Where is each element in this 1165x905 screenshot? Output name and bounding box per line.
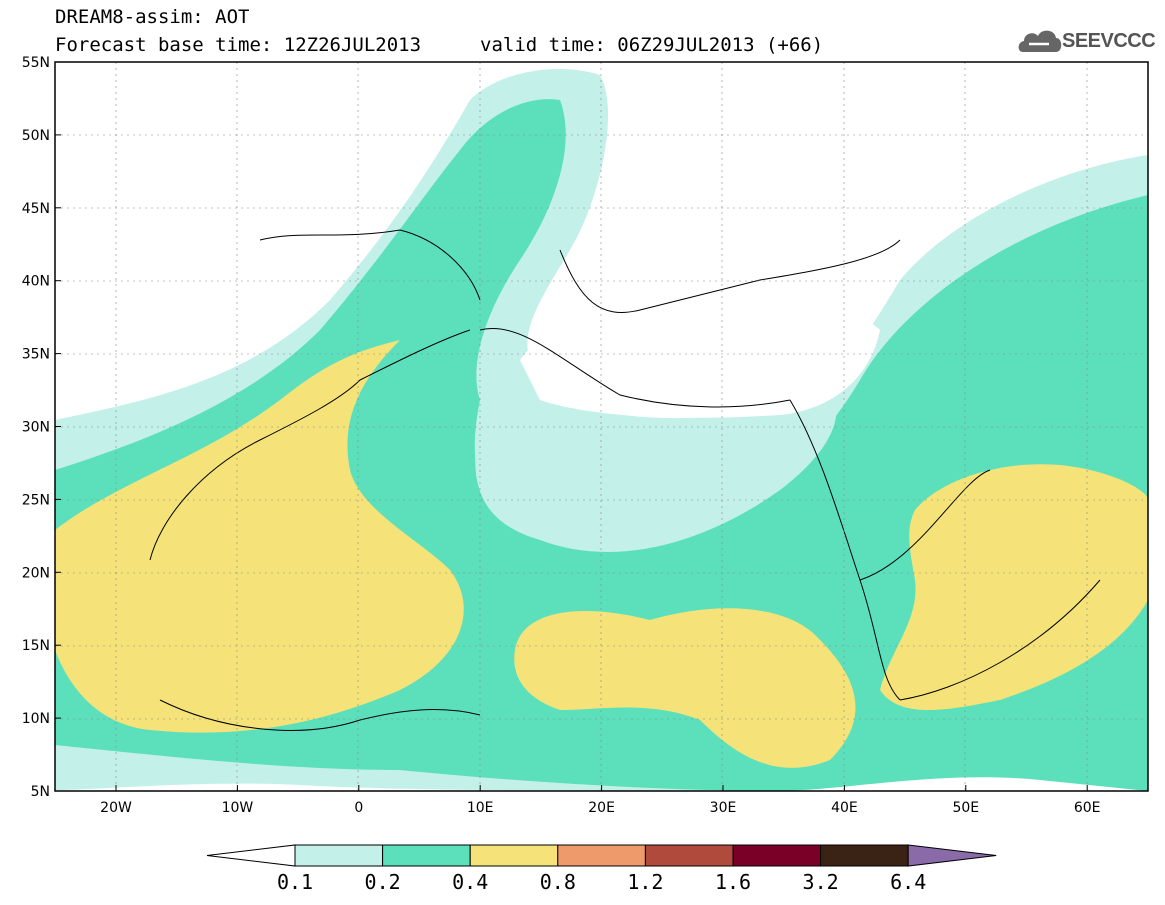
lat-axis: 55N 50N 45N 40N 35N 30N 25N 20N 15N 10N 5N	[22, 55, 61, 800]
aot-low-mediterranean	[520, 300, 880, 418]
colorbar-swatch	[469, 844, 559, 867]
colorbar-swatch	[644, 844, 734, 867]
cloud-icon	[1018, 30, 1062, 52]
colorbar-swatch	[557, 844, 646, 867]
lat-tick-label: 5N	[31, 784, 50, 800]
lat-tick-label: 40N	[22, 274, 50, 290]
colorbar-low-arrow	[206, 844, 296, 867]
colorbar-label: 0.2	[364, 870, 401, 894]
lon-tick-label: 60E	[1074, 800, 1101, 816]
lat-tick-label: 20N	[22, 565, 50, 581]
lon-axis: 20W 10W 0 10E 20E 30E 40E 50E 60E	[100, 785, 1101, 816]
forecast-base-time: Forecast base time: 12Z26JUL2013	[55, 34, 422, 56]
coastlines	[149, 229, 1101, 731]
colorbar-label: 0.4	[452, 870, 489, 894]
grid-lines	[55, 62, 1148, 791]
lat-tick-label: 45N	[22, 201, 50, 217]
lat-tick-label: 50N	[22, 128, 50, 144]
aot-band-0.4-west-africa	[55, 340, 464, 733]
lat-tick-label: 55N	[22, 55, 50, 71]
colorbar-label: 0.1	[276, 870, 314, 894]
colorbar-label: 1.2	[627, 870, 664, 894]
lon-tick-label: 10W	[222, 800, 254, 816]
aot-band-0.1-interior	[475, 390, 837, 552]
colorbar	[206, 844, 997, 867]
aot-band-0.4-arabia	[880, 464, 1148, 710]
map-title: DREAM8-assim: AOT	[55, 6, 250, 28]
colorbar-swatch	[820, 844, 909, 867]
colorbar-label: 3.2	[802, 870, 839, 894]
colorbar-swatch	[382, 844, 471, 867]
lon-tick-label: 0	[354, 800, 363, 816]
lon-tick-label: 30E	[710, 800, 737, 816]
aot-band-0.4-sahel	[514, 608, 856, 768]
lat-tick-label: 30N	[22, 420, 50, 436]
lat-tick-label: 15N	[22, 638, 50, 654]
colorbar-label: 0.8	[539, 870, 576, 894]
colorbar-label: 6.4	[890, 870, 927, 894]
lat-tick-label: 25N	[22, 492, 50, 508]
colorbar-label: 1.6	[714, 870, 752, 894]
lon-tick-label: 10E	[467, 800, 494, 816]
valid-time: valid time: 06Z29JUL2013 (+66)	[480, 34, 824, 56]
lon-tick-label: 20E	[588, 800, 615, 816]
lon-tick-label: 40E	[831, 800, 858, 816]
colorbar-swatch	[294, 844, 384, 867]
logo-text: SEEVCCC	[1062, 30, 1156, 52]
colorbar-swatch	[732, 844, 822, 867]
aot-map: 55N 50N 45N 40N 35N 30N 25N 20N 15N 10N 5N 20W 10W 0…	[22, 55, 1149, 816]
lat-tick-label: 10N	[22, 711, 50, 727]
colorbar-high-arrow	[907, 844, 997, 867]
lon-tick-label: 50E	[952, 800, 979, 816]
lon-tick-label: 20W	[100, 800, 132, 816]
lat-tick-label: 35N	[22, 347, 50, 363]
